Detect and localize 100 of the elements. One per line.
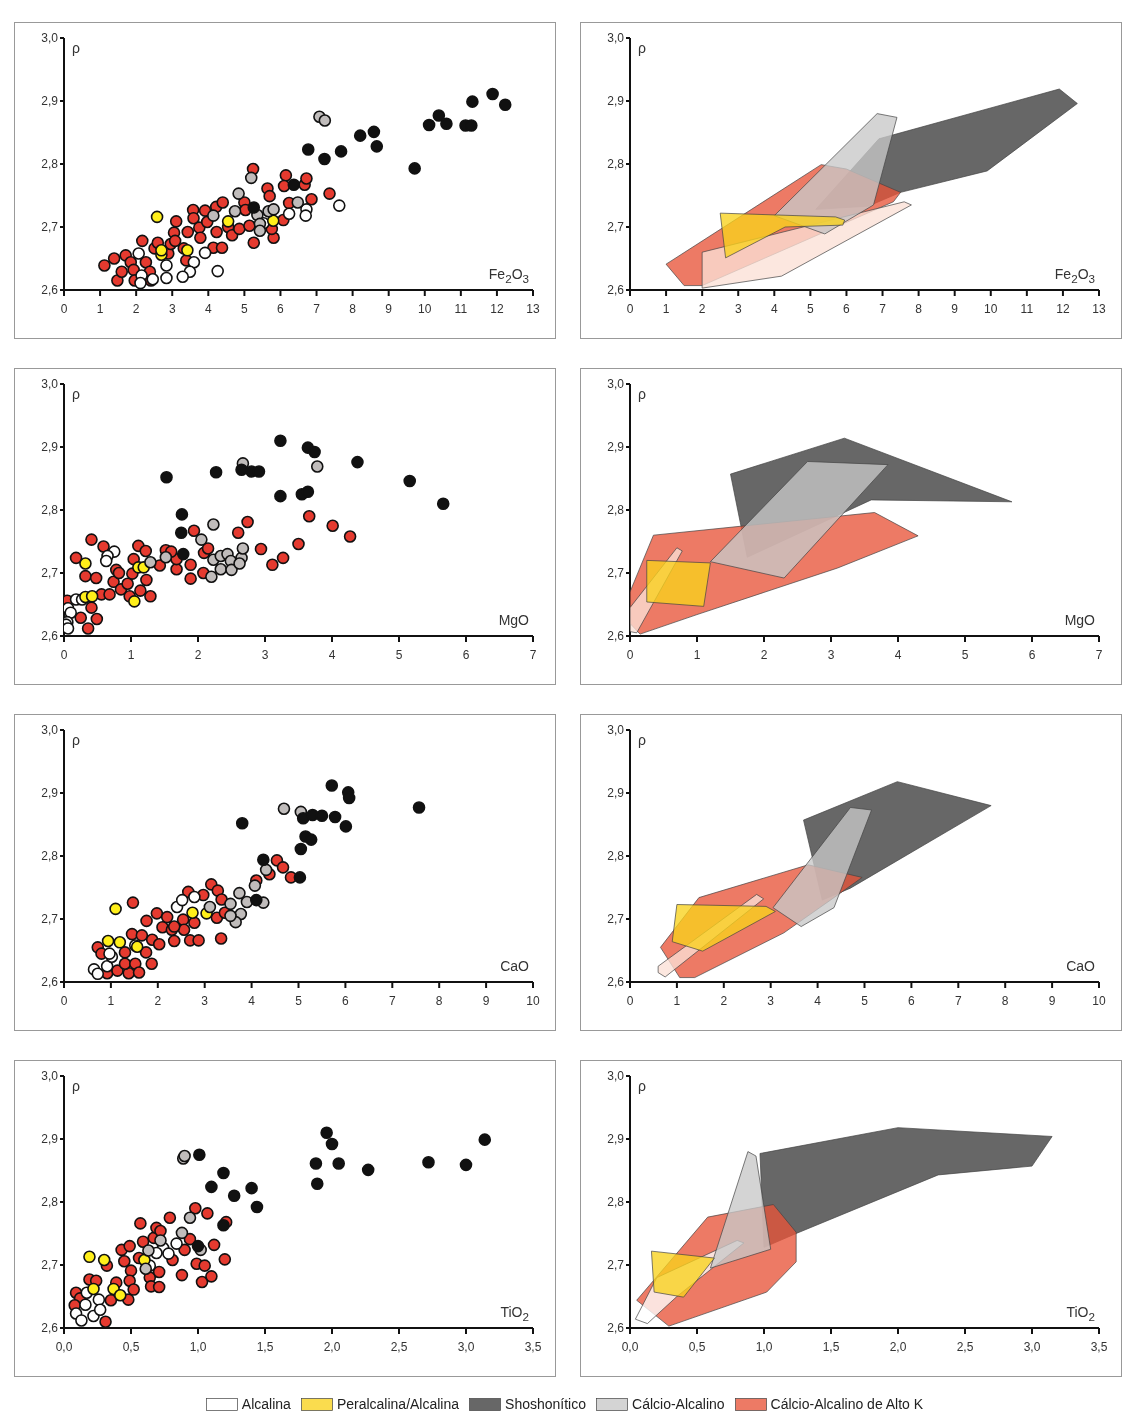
y-tick-label: 2,8 (41, 849, 59, 864)
y-axis-title: ρ (72, 386, 80, 402)
x-tick-label: 4 (204, 301, 212, 316)
x-tick-label: 2 (132, 301, 140, 316)
y-tick-label: 2,9 (607, 786, 625, 801)
x-axis-title: CaO (1066, 958, 1095, 974)
x-tick-label: 2 (194, 647, 202, 662)
x-tick-label: 8 (349, 301, 357, 316)
x-tick-label: 5 (807, 301, 815, 316)
y-tick-label: 3,0 (607, 723, 625, 738)
x-tick-label: 1,5 (822, 1339, 840, 1354)
y-tick-label: 2,7 (607, 1258, 625, 1273)
x-tick-label: 7 (1095, 647, 1103, 662)
x-tick-label: 8 (435, 993, 443, 1008)
x-tick-label: 3,5 (1090, 1339, 1108, 1354)
legend-label: Peralcalina/Alcalina (336, 1396, 460, 1412)
y-tick-label: 3,0 (41, 723, 59, 738)
x-tick-label: 3 (168, 301, 176, 316)
x-tick-label: 0,0 (621, 1339, 639, 1354)
x-tick-label: 1,5 (256, 1339, 274, 1354)
x-tick-label: 10 (526, 993, 540, 1008)
x-tick-label: 7 (313, 301, 321, 316)
y-tick-label: 2,8 (607, 157, 625, 172)
y-tick-label: 2,8 (41, 1195, 59, 1210)
x-tick-label: 0,0 (55, 1339, 73, 1354)
x-tick-label: 6 (843, 301, 851, 316)
y-tick-label: 2,6 (607, 975, 625, 990)
y-axis-title: ρ (72, 732, 80, 748)
x-tick-label: 4 (248, 993, 256, 1008)
x-tick-label: 11 (454, 301, 468, 316)
y-tick-label: 2,9 (41, 1132, 59, 1147)
x-tick-label: 8 (915, 301, 923, 316)
legend-label: Cálcio-Alcalino de Alto K (770, 1396, 924, 1412)
y-tick-label: 2,7 (41, 912, 59, 927)
x-tick-label: 6 (908, 993, 916, 1008)
y-tick-label: 2,6 (41, 1321, 59, 1336)
x-tick-label: 0 (626, 647, 634, 662)
x-axis-title: TiO$_{2}$ (1066, 1304, 1095, 1323)
x-tick-label: 0 (626, 301, 634, 316)
x-tick-label: 3,5 (524, 1339, 542, 1354)
y-tick-label: 3,0 (607, 1069, 625, 1084)
x-tick-label: 2,5 (956, 1339, 974, 1354)
x-tick-label: 13 (526, 301, 540, 316)
y-axis-title: ρ (72, 1078, 80, 1094)
y-tick-label: 2,9 (41, 94, 59, 109)
x-tick-label: 0,5 (688, 1339, 706, 1354)
y-tick-label: 3,0 (607, 31, 625, 46)
y-axis-title: ρ (638, 1078, 646, 1094)
x-tick-label: 9 (951, 301, 959, 316)
x-tick-label: 0 (60, 647, 68, 662)
y-tick-label: 2,7 (41, 566, 59, 581)
x-tick-label: 7 (388, 993, 396, 1008)
x-tick-label: 5 (295, 993, 303, 1008)
x-tick-label: 9 (1048, 993, 1056, 1008)
y-tick-label: 2,7 (41, 1258, 59, 1273)
x-tick-label: 12 (1056, 301, 1070, 316)
y-axis-title: ρ (638, 386, 646, 402)
x-tick-label: 0 (60, 993, 68, 1008)
x-tick-label: 7 (954, 993, 962, 1008)
y-tick-label: 2,6 (607, 629, 625, 644)
x-tick-label: 1 (107, 993, 115, 1008)
y-tick-label: 2,7 (607, 220, 625, 235)
x-axis-title: Fe$_{2}$O$_{3}$ (488, 266, 529, 285)
x-tick-label: 8 (1001, 993, 1009, 1008)
x-axis-title: Fe$_{2}$O$_{3}$ (1054, 266, 1095, 285)
y-axis-title: ρ (638, 732, 646, 748)
x-tick-label: 1 (693, 647, 701, 662)
x-tick-label: 9 (385, 301, 393, 316)
x-tick-label: 1,0 (755, 1339, 773, 1354)
x-tick-label: 2,5 (390, 1339, 408, 1354)
x-tick-label: 6 (1028, 647, 1036, 662)
x-tick-label: 6 (342, 993, 350, 1008)
y-tick-label: 2,8 (41, 157, 59, 172)
x-tick-label: 5 (395, 647, 403, 662)
x-tick-label: 3 (767, 993, 775, 1008)
x-tick-label: 6 (462, 647, 470, 662)
x-tick-label: 5 (241, 301, 249, 316)
y-axis-title: ρ (72, 40, 80, 56)
x-tick-label: 1,0 (189, 1339, 207, 1354)
x-tick-label: 2 (720, 993, 728, 1008)
x-tick-label: 3 (261, 647, 269, 662)
y-tick-label: 2,9 (41, 786, 59, 801)
y-tick-label: 2,9 (41, 440, 59, 455)
x-tick-label: 5 (861, 993, 869, 1008)
x-tick-label: 11 (1020, 301, 1034, 316)
x-tick-label: 3 (734, 301, 742, 316)
x-axis-title: TiO$_{2}$ (500, 1304, 529, 1323)
x-tick-label: 3,0 (1023, 1339, 1041, 1354)
y-tick-label: 2,9 (607, 1132, 625, 1147)
y-tick-label: 2,7 (607, 566, 625, 581)
y-axis-title: ρ (638, 40, 646, 56)
x-tick-label: 10 (1092, 993, 1106, 1008)
x-axis-title: CaO (500, 958, 529, 974)
x-tick-label: 7 (879, 301, 887, 316)
x-tick-label: 4 (770, 301, 778, 316)
y-tick-label: 2,6 (607, 1321, 625, 1336)
x-tick-label: 2,0 (323, 1339, 341, 1354)
x-tick-label: 1 (96, 301, 104, 316)
x-tick-label: 10 (984, 301, 998, 316)
x-tick-label: 1 (673, 993, 681, 1008)
